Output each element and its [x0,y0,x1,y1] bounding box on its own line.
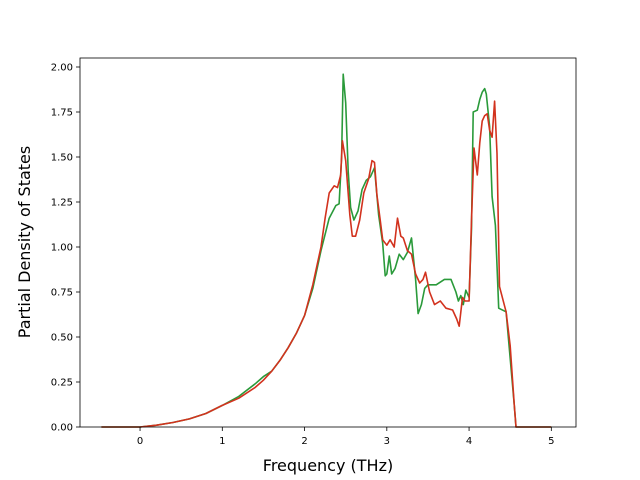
x-tick-label: 1 [219,436,225,447]
x-tick-label: 5 [548,436,554,447]
y-axis-label: Partial Density of States [15,146,34,338]
y-axis: 0.00 0.25 0.50 0.75 1.00 1.25 1.50 1.75 2.00 [51,63,80,434]
y-tick-label: 0.25 [51,378,73,389]
x-axis-label: Frequency (THz) [263,456,393,475]
y-tick-label: 2.00 [51,63,73,74]
x-tick-label: 2 [301,436,307,447]
y-tick-label: 1.75 [51,108,73,119]
x-tick-label: 4 [466,436,472,447]
y-tick-label: 1.25 [51,198,73,209]
series-layer [101,73,552,428]
series-line-2 [101,100,552,428]
plot-frame [79,57,577,428]
y-tick-label: 0.00 [51,423,73,434]
y-tick-label: 1.50 [51,153,73,164]
y-tick-label: 1.00 [51,243,73,254]
x-tick-label: 0 [137,436,143,447]
y-tick-label: 0.75 [51,288,73,299]
x-axis: 0 1 2 3 4 5 [137,427,555,447]
y-tick-label: 0.50 [51,333,73,344]
x-tick-label: 3 [384,436,390,447]
